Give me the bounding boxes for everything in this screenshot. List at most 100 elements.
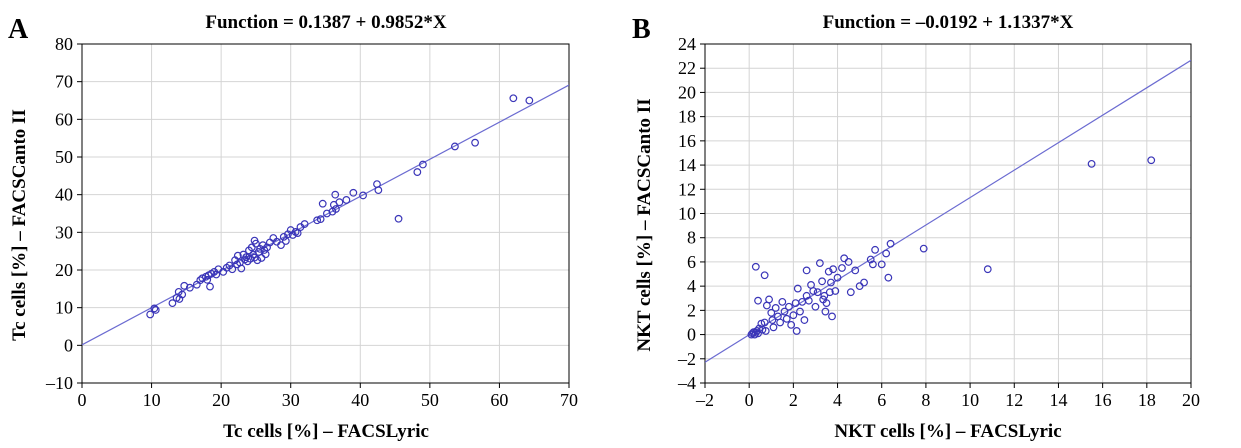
panel-b-y-tick-label: 14: [678, 155, 696, 175]
panel-a-data-point: [374, 186, 383, 195]
panel-b-x-tick-label: 18: [1138, 390, 1156, 410]
panel-b-data-point: [802, 266, 811, 275]
panel-b-grid: [705, 44, 1191, 383]
panel-a-data-point: [300, 220, 309, 228]
panel-b-data-point: [884, 273, 893, 282]
panel-b-x-tick-label: 14: [1049, 390, 1067, 410]
panel-a-data-point: [252, 239, 260, 248]
panel-b-data-point: [815, 259, 824, 268]
panel-b-x-tick-label: 6: [877, 390, 886, 410]
panel-a-data-point: [313, 216, 322, 225]
panel-b-x-tick-label: –2: [695, 390, 714, 410]
panel-a-x-tick-label: 30: [282, 390, 300, 410]
panel-a-data-point: [286, 226, 295, 234]
panel-b-data-point: [802, 291, 811, 300]
panel-a-data-point: [316, 215, 325, 224]
panel-a-data-point: [419, 160, 427, 169]
panel-a-y-tick-label: 70: [55, 72, 73, 92]
panel-a-data-point: [261, 250, 270, 259]
panel-a-data-point: [359, 191, 367, 200]
panel-b-data-point: [1087, 159, 1096, 168]
panel-b-data-point: [809, 287, 818, 295]
panel-b-x-tick-label: 10: [961, 390, 979, 410]
panel-a-x-axis-label: Tc cells [%] – FACSLyric: [223, 421, 429, 442]
panel-a-data-point: [178, 290, 187, 299]
panel-b-data-point: [824, 267, 833, 276]
panel-b-x-tick-label: 4: [833, 390, 842, 410]
panel-a-x-tick-label: 20: [212, 390, 230, 410]
panel-b-data-point: [787, 320, 796, 329]
panel-a-data-point: [318, 199, 327, 208]
panel-b-y-tick-label: 22: [678, 58, 696, 78]
panel-b-data-point: [758, 325, 767, 334]
panel-b-y-tick-label: 20: [678, 82, 696, 102]
panel-a-y-tick-label: 10: [55, 298, 73, 318]
panel-b-data-point: [771, 304, 780, 312]
panel-b-x-tick-label: 2: [789, 390, 798, 410]
panel-b-y-tick-label: 18: [678, 107, 696, 127]
panel-b-y-tick-label: 0: [687, 325, 696, 345]
panel-b-data-point: [846, 288, 855, 297]
panel-a-data-point: [277, 241, 285, 250]
panel-a-data-point: [168, 299, 177, 308]
panel-b-data-point: [751, 262, 760, 271]
panel-a-x-tick-label: 50: [421, 390, 439, 410]
panel-b-data-point: [882, 249, 891, 258]
panel-b-data-point: [804, 296, 813, 305]
panel-a-y-tick-label: 40: [55, 185, 73, 205]
panel-a-y-axis-label: Tc cells [%] – FACSCanto II: [9, 109, 30, 341]
panel-a-data-point: [242, 253, 251, 262]
panel-b-data-point: [868, 260, 877, 269]
panel-a-y-tick-label: 50: [55, 147, 73, 167]
panel-b-data-point: [860, 278, 868, 287]
panel-a-y-tick-label: 60: [55, 109, 73, 129]
panel-a-data-point: [394, 214, 403, 223]
panel-b-data-point: [761, 327, 770, 335]
panel-b-data-point: [822, 299, 831, 307]
panel-b-y-tick-label: 12: [678, 179, 696, 199]
panel-a-data-point: [150, 304, 159, 313]
panel-b-y-tick-label: –4: [677, 373, 696, 393]
panel-a-x-tick-label: 10: [143, 390, 161, 410]
panel-a-data-point: [509, 94, 518, 103]
panel-b-data-point: [871, 245, 879, 254]
panel-b-data-point: [1147, 156, 1156, 165]
panel-a-data-point: [253, 256, 262, 265]
panel-b-data-point: [769, 323, 778, 332]
panel-b-data-point: [768, 316, 777, 324]
panel-b-data-point: [796, 307, 804, 316]
panel-b-data-point: [755, 324, 764, 333]
panel-a-data-point: [206, 282, 214, 291]
panel-a-data-point: [525, 96, 534, 105]
panel-b-y-tick-label: 16: [678, 131, 696, 151]
panel-b-data-point: [828, 312, 836, 321]
panel-b-y-tick-label: 6: [687, 252, 696, 272]
panel-a-y-tick-label: –10: [45, 373, 73, 393]
panel-a-data-point: [151, 306, 160, 314]
panel-b-y-tick-label: 10: [678, 204, 696, 224]
panel-b-data-point: [919, 244, 928, 253]
panel-b-letter: B: [632, 14, 651, 45]
panel-b-data-point: [793, 284, 802, 293]
panel-b-data-point: [778, 297, 787, 306]
panel-a-data-point: [451, 142, 459, 151]
panel-a-points: [146, 94, 534, 319]
panel-a-y-tick-label: 80: [55, 34, 73, 54]
panel-b-data-point: [760, 318, 769, 327]
panel-b-data-point: [877, 260, 886, 269]
panel-b-data-point: [792, 327, 801, 335]
panel-b-y-tick-label: 4: [687, 276, 696, 296]
panel-a-title: Function = 0.1387 + 0.9852*X: [205, 12, 446, 33]
panel-b-data-point: [789, 311, 798, 320]
panel-a-data-point: [349, 188, 358, 197]
panel-a-y-tick-label: 20: [55, 260, 73, 280]
panel-b-data-point: [813, 288, 822, 297]
panel-a-data-point: [331, 190, 340, 199]
panel-a-data-point: [335, 198, 344, 207]
panel-b-data-point: [983, 265, 992, 274]
panel-b-data-point: [785, 302, 793, 311]
panel-a-grid: [82, 44, 569, 383]
panel-b-data-point: [844, 258, 853, 266]
panel-b-y-axis-label: NKT cells [%] – FACSCanto II: [634, 98, 655, 351]
